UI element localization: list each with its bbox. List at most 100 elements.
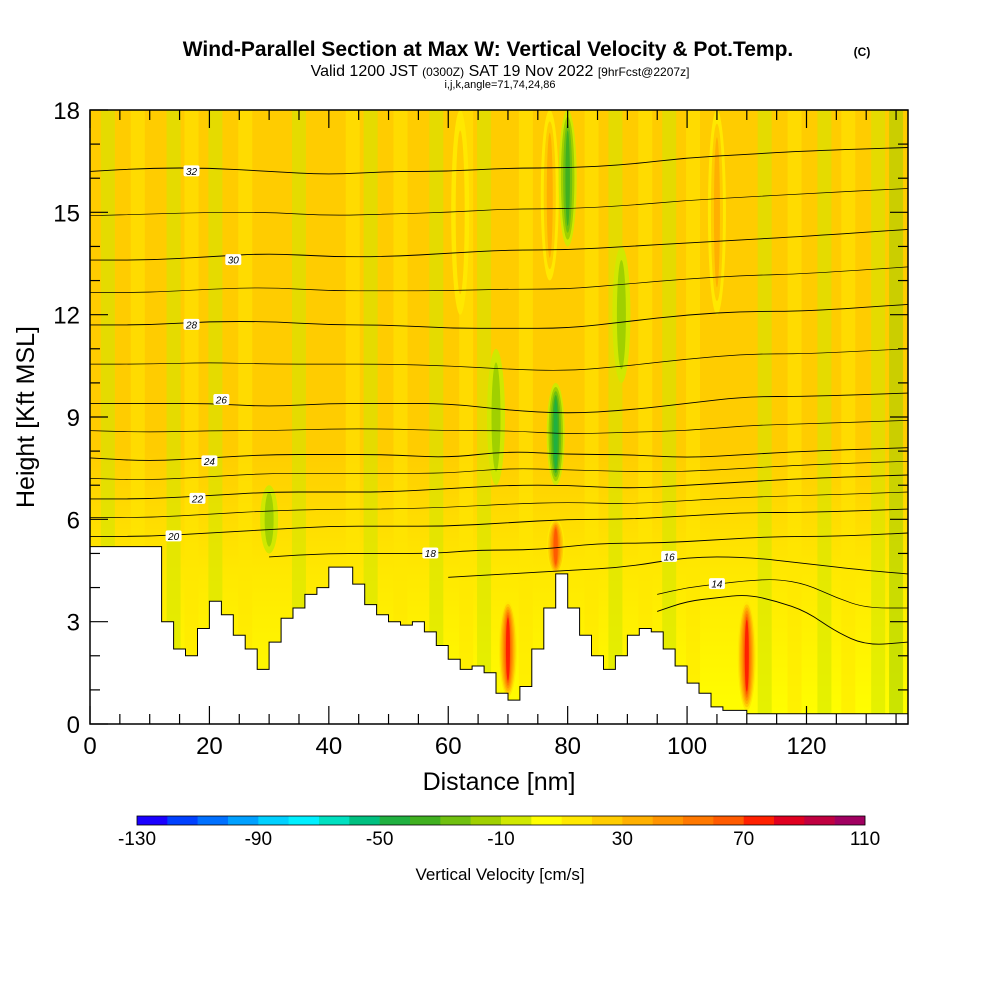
- colorbar-swatch: [774, 816, 805, 825]
- velocity-stripe: [841, 110, 856, 724]
- colorbar-swatch: [501, 816, 532, 825]
- theta-contour-label: 28: [185, 320, 198, 331]
- velocity-stripe: [871, 110, 886, 724]
- x-tick-label: 0: [83, 733, 96, 760]
- colorbar-swatch: [834, 816, 866, 825]
- colorbar-tick-label: 70: [733, 829, 754, 850]
- colorbar-tick-label: -130: [118, 829, 156, 850]
- plot-area: 14 16 18 20 22 24 26 28 30 32: [90, 110, 908, 724]
- x-tick-label: 100: [667, 733, 707, 760]
- colorbar-swatch: [440, 816, 471, 825]
- colorbar-swatch: [197, 816, 229, 825]
- velocity-field-stripes: [100, 110, 904, 724]
- updraft-core: [546, 132, 553, 258]
- theta-contours: 14 16 18 20 22 24 26 28 30 32: [90, 147, 908, 645]
- colorbar-tick-label: -90: [245, 829, 272, 850]
- downdraft-core: [553, 399, 558, 469]
- colorbar-swatch: [137, 816, 168, 825]
- theta-label-box: [189, 492, 206, 504]
- terrain-mask: [90, 546, 908, 724]
- colorbar: [136, 815, 866, 826]
- theta-contour-line: [448, 556, 908, 578]
- theta-contour-minor: [90, 348, 908, 371]
- updraft-core: [744, 619, 749, 692]
- theta-label-box: [225, 254, 242, 266]
- velocity-stripe: [184, 110, 199, 724]
- colorbar-swatch: [622, 816, 653, 825]
- theta-contour-line: [90, 474, 908, 500]
- theta-contour-line: [657, 595, 908, 645]
- subtitle-zulu: (0300Z): [422, 65, 464, 79]
- theta-contour-label: 16: [664, 552, 676, 563]
- theta-contour-label: 30: [228, 256, 240, 267]
- colorbar-tick-label: -50: [366, 829, 393, 850]
- x-axis-label: Distance [nm]: [423, 768, 576, 796]
- theta-contour-line: [90, 447, 908, 461]
- velocity-field-cores: [260, 110, 756, 711]
- title-copyright-mark: (C): [854, 45, 871, 59]
- subtitle-date: SAT 19 Nov 2022: [469, 63, 594, 80]
- velocity-stripe: [429, 110, 444, 724]
- y-axis-label: Height [Kft MSL]: [12, 326, 40, 508]
- velocity-stripe: [584, 110, 599, 724]
- velocity-stripe: [166, 110, 181, 724]
- theta-contour-minor: [90, 420, 908, 434]
- theta-contour-label: 26: [215, 395, 228, 406]
- velocity-stripe: [757, 110, 772, 724]
- theta-contour-label: 20: [167, 532, 180, 543]
- theta-label-box: [201, 455, 218, 467]
- theta-contour-label: 14: [711, 580, 723, 591]
- theta-contour-label: 22: [191, 494, 204, 505]
- chart-subtitle-indices: i,j,k,angle=71,74,24,86: [444, 79, 555, 91]
- y-tick-label: 0: [67, 712, 80, 739]
- downdraft-core: [491, 362, 501, 472]
- colorbar-swatch: [592, 816, 623, 825]
- theta-label-box: [213, 393, 230, 405]
- updraft-core: [713, 137, 720, 288]
- theta-label-box: [708, 578, 725, 590]
- axis-ticks: [89, 109, 908, 725]
- subtitle-forecast: [9hrFcst@2207z]: [598, 65, 690, 79]
- colorbar-tick-label: -10: [487, 829, 514, 850]
- velocity-stripe: [393, 110, 408, 724]
- colorbar-swatch: [258, 816, 289, 825]
- velocity-stripe: [686, 110, 701, 724]
- downdraft-core: [616, 260, 626, 370]
- colorbar-frame: [136, 815, 866, 826]
- colorbar-swatch: [167, 816, 198, 825]
- downdraft-core: [565, 130, 570, 226]
- colorbar-swatch: [379, 816, 411, 825]
- theta-label-box: [165, 530, 182, 542]
- theta-label-box: [183, 318, 200, 330]
- colorbar-swatch: [410, 816, 441, 825]
- velocity-stripe: [291, 110, 306, 724]
- y-tick-label: 12: [53, 303, 80, 330]
- updraft-core: [505, 617, 510, 681]
- colorbar-swatch: [652, 816, 684, 825]
- y-tick-label: 3: [67, 610, 80, 637]
- x-tick-label: 80: [554, 733, 581, 760]
- velocity-stripe: [238, 110, 253, 724]
- theta-label-box: [422, 547, 439, 559]
- theta-contour-label: 24: [203, 457, 216, 468]
- subtitle-valid: Valid 1200 JST: [311, 63, 419, 80]
- theta-label-box: [183, 165, 200, 177]
- colorbar-swatch: [561, 816, 593, 825]
- x-tick-label: 20: [196, 733, 223, 760]
- colorbar-swatch: [743, 816, 775, 825]
- y-tick-label: 15: [53, 200, 80, 227]
- theta-contour-line: [90, 508, 908, 537]
- theta-contour-label: 32: [186, 167, 198, 178]
- colorbar-label: Vertical Velocity [cm/s]: [415, 865, 584, 884]
- velocity-stripe: [638, 110, 653, 724]
- theta-contour-line: [90, 392, 908, 414]
- x-tick-label: 60: [435, 733, 462, 760]
- theta-contour-minor: [90, 491, 908, 518]
- velocity-stripe: [518, 110, 533, 724]
- theta-contour-minor: [657, 579, 908, 609]
- colorbar-swatch: [470, 816, 502, 825]
- x-tick-labels: 0 20 40 60 80 100 120: [83, 733, 826, 760]
- colorbar-swatch: [713, 816, 744, 825]
- colorbar-swatch: [804, 816, 835, 825]
- y-tick-label: 6: [67, 507, 80, 534]
